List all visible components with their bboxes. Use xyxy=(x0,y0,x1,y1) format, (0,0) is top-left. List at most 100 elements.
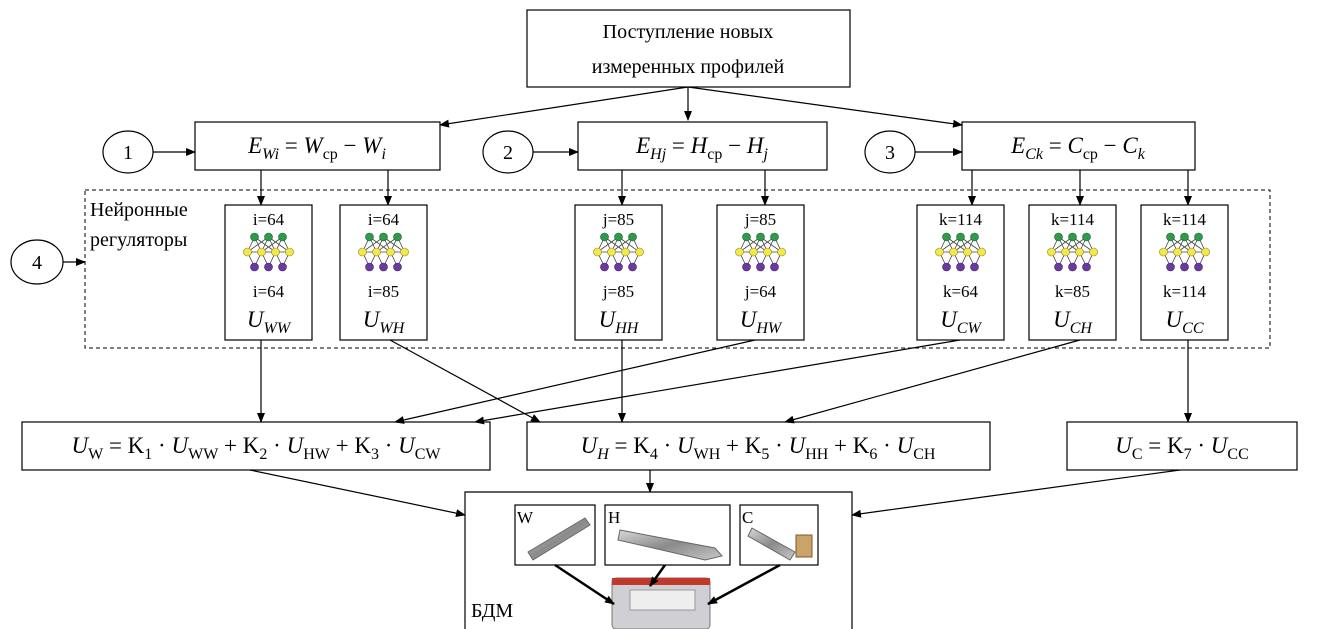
part-shape xyxy=(796,535,812,557)
formula-subscript: HW xyxy=(755,320,783,337)
formula-subscript: HW xyxy=(303,446,331,463)
regulators-label: Нейронные xyxy=(90,199,188,221)
regulator-input: j=85 xyxy=(744,210,776,229)
formula-part: H xyxy=(690,133,709,158)
formula-part: U xyxy=(247,307,265,332)
formula-part: U xyxy=(363,307,381,332)
regulator-output-index: k=114 xyxy=(1163,282,1206,301)
formula-part: H xyxy=(746,133,765,158)
arrow xyxy=(785,340,1080,422)
formula-part: U xyxy=(789,433,807,458)
formula-part: · xyxy=(1192,433,1211,458)
formula-part: U xyxy=(1115,433,1133,458)
formula-part: U xyxy=(71,433,89,458)
formula-part: · xyxy=(769,433,788,458)
formula-part: · xyxy=(877,433,896,458)
regulator-input: k=114 xyxy=(939,210,982,229)
header-line: Поступление новых xyxy=(603,21,774,43)
formula-subscript: 7 xyxy=(1184,446,1192,463)
arrow xyxy=(475,340,960,422)
neural-net-icon xyxy=(244,233,294,271)
neural-net-icon xyxy=(359,233,409,271)
formula-part: C xyxy=(1122,133,1138,158)
formula-part: C xyxy=(1067,133,1083,158)
formula-part: U xyxy=(171,433,189,458)
formula-part: U xyxy=(1053,307,1071,332)
formula-part: + K xyxy=(720,433,761,458)
regulators-label: регуляторы xyxy=(90,229,187,251)
step-number: 4 xyxy=(32,252,42,274)
formula-subscript: W xyxy=(88,446,104,463)
formula-subscript: j xyxy=(761,146,768,163)
formula-subscript: WH xyxy=(379,320,405,337)
arrow xyxy=(250,470,465,515)
formula-subscript: CW xyxy=(957,320,983,337)
formula-part: U xyxy=(740,307,758,332)
formula-subscript: C xyxy=(1132,446,1143,463)
regulator-input: k=114 xyxy=(1051,210,1094,229)
formula-part: · xyxy=(379,433,398,458)
formula-part: = xyxy=(1043,133,1067,158)
neural-net-icon xyxy=(936,233,986,271)
regulator-input: i=64 xyxy=(253,210,285,229)
formula-part: U xyxy=(1166,307,1184,332)
regulator-output-index: j=85 xyxy=(602,282,634,301)
formula-part: = K xyxy=(609,433,650,458)
machine-image xyxy=(612,578,710,585)
header-line: измеренных профилей xyxy=(592,56,785,78)
regulator-output-index: k=64 xyxy=(943,282,979,301)
formula-subscript: ср xyxy=(323,146,338,163)
formula-subscript: ср xyxy=(1083,146,1098,163)
formula-part: = xyxy=(666,133,690,158)
formula-part: U xyxy=(897,433,915,458)
formula-part: = K xyxy=(103,433,144,458)
formula-subscript: HH xyxy=(614,320,640,337)
arrow xyxy=(688,87,962,125)
formula-part: U xyxy=(287,433,305,458)
regulator-input: j=85 xyxy=(602,210,634,229)
diagram: Поступление новых измеренных профилей 1 … xyxy=(0,0,1319,629)
formula-part: E xyxy=(1010,133,1025,158)
formula-subscript: 5 xyxy=(761,446,769,463)
formula-subscript: WW xyxy=(263,320,291,337)
formula-part: W xyxy=(304,133,325,158)
formula-subscript: Hj xyxy=(649,146,667,163)
formula-part: U xyxy=(940,307,958,332)
formula-subscript: CH xyxy=(913,446,936,463)
formula-subscript: Wi xyxy=(262,146,279,163)
formula-subscript: HH xyxy=(805,446,829,463)
regulator-output-index: i=85 xyxy=(368,282,399,301)
formula-part: + K xyxy=(218,433,259,458)
formula-part: + K xyxy=(330,433,371,458)
formula-subscript: ср xyxy=(707,146,722,163)
part-label: H xyxy=(608,508,620,527)
part-label: C xyxy=(742,508,753,527)
formula-part: U xyxy=(398,433,416,458)
formula-part: · xyxy=(152,433,171,458)
arrow xyxy=(390,340,540,422)
formula-part: E xyxy=(247,133,262,158)
formula-subscript: WW xyxy=(188,446,219,463)
formula-subscript: CW xyxy=(415,446,442,463)
arrow xyxy=(395,340,755,422)
arrow xyxy=(852,470,1180,515)
step-number: 3 xyxy=(885,142,895,164)
formula-subscript: 3 xyxy=(371,446,379,463)
formula-part: · xyxy=(658,433,677,458)
formula-subscript: CC xyxy=(1227,446,1248,463)
formula-subscript: WH xyxy=(694,446,721,463)
formula-part: + K xyxy=(828,433,869,458)
formula-part: U xyxy=(677,433,695,458)
step-number: 2 xyxy=(503,142,513,164)
formula-subscript: 4 xyxy=(650,446,658,463)
formula-subscript: k xyxy=(1138,146,1146,163)
regulator-input: i=64 xyxy=(368,210,400,229)
arrow xyxy=(440,87,688,125)
formula-part: U xyxy=(599,307,617,332)
formula-part: W xyxy=(362,133,383,158)
neural-net-icon xyxy=(1048,233,1098,271)
formula-part: − xyxy=(1098,133,1122,158)
part-label: W xyxy=(517,508,534,527)
regulator-output-index: k=85 xyxy=(1055,282,1090,301)
formula-part: − xyxy=(338,133,362,158)
